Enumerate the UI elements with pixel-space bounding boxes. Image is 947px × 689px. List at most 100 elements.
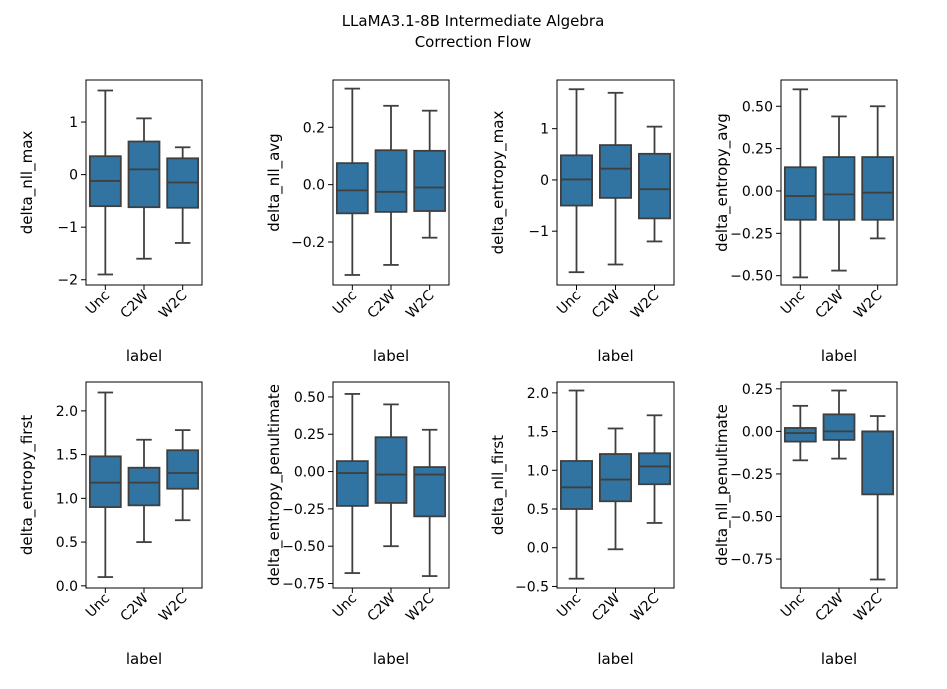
y-tick-label: −0.75 — [282, 577, 325, 593]
y-tick-label: 0.5 — [56, 535, 78, 551]
x-tick-label: Unc — [83, 591, 113, 621]
box-Unc — [783, 88, 817, 279]
figure-title-line1: LLaMA3.1-8B Intermediate Algebra — [342, 12, 605, 30]
box-iqr — [560, 154, 594, 207]
box-iqr — [127, 140, 161, 209]
y-tick-label: 0.00 — [294, 465, 325, 481]
box-W2C — [861, 415, 895, 581]
x-tick-label: C2W — [118, 590, 152, 624]
x-axis-label: label — [821, 650, 857, 668]
box-W2C — [861, 105, 895, 240]
figure-title-line2: Correction Flow — [415, 33, 532, 51]
y-axis-label: delta_entropy_avg — [713, 113, 732, 252]
y-tick-label: 0.0 — [527, 541, 549, 557]
box-iqr — [127, 466, 161, 507]
box-W2C — [166, 146, 200, 244]
box-iqr — [783, 166, 817, 221]
box-Unc — [88, 89, 122, 276]
box-iqr — [822, 156, 856, 221]
x-tick-label: W2C — [628, 590, 662, 624]
box-iqr — [599, 453, 633, 503]
box-iqr — [783, 427, 817, 443]
y-tick-label: 0.0 — [303, 178, 325, 194]
box-iqr — [638, 452, 672, 486]
box-iqr — [166, 449, 200, 490]
box-iqr — [861, 430, 895, 496]
y-tick-label: 1.0 — [56, 491, 78, 507]
box-iqr — [374, 149, 408, 213]
x-tick-label: W2C — [403, 590, 437, 624]
x-axis-label: label — [373, 650, 409, 668]
y-tick-label: 0.00 — [742, 424, 773, 440]
y-axis-label: delta_entropy_penultimate — [265, 384, 284, 586]
y-tick-label: −0.2 — [291, 235, 325, 251]
y-tick-label: −0.75 — [730, 552, 773, 568]
chart-panel-delta_entropy_penultimate: −0.75 −0.50 −0.25 0.00 0.25 0.50 Unc C2W W2C labe… — [265, 381, 450, 668]
x-tick-label: W2C — [628, 287, 662, 321]
box-W2C — [638, 414, 672, 524]
x-tick-label: Unc — [554, 591, 584, 621]
x-tick-label: W2C — [851, 287, 885, 321]
y-tick-label: −0.5 — [515, 579, 549, 595]
chart-panel-delta_entropy_avg: −0.50 −0.25 0.00 0.25 0.50 Unc C2W W2C label delt… — [713, 79, 898, 365]
box-C2W — [822, 115, 856, 272]
y-tick-label: 1 — [540, 122, 549, 138]
y-tick-label: 0 — [69, 168, 78, 184]
x-tick-label: C2W — [365, 287, 399, 321]
y-tick-label: 0.2 — [303, 120, 325, 136]
y-axis-label: delta_nll_first — [489, 435, 508, 535]
y-axis-label: delta_nll_avg — [265, 133, 284, 231]
x-axis-label: label — [126, 650, 162, 668]
box-iqr — [638, 152, 672, 220]
box-Unc — [560, 88, 594, 274]
box-C2W — [127, 438, 161, 543]
y-tick-label: 1.5 — [56, 448, 78, 464]
y-tick-label: 1.5 — [527, 425, 549, 441]
y-tick-label: 0.0 — [56, 579, 78, 595]
x-tick-label: C2W — [365, 590, 399, 624]
y-tick-label: 1.0 — [527, 463, 549, 479]
y-tick-label: 0.50 — [742, 99, 773, 115]
y-tick-label: 2.0 — [56, 404, 78, 420]
x-axis-label: label — [597, 347, 633, 365]
box-iqr — [861, 156, 895, 221]
y-tick-label: 0.25 — [742, 382, 773, 398]
box-iqr — [599, 144, 633, 199]
y-tick-label: 0.00 — [742, 184, 773, 200]
x-tick-label: Unc — [83, 288, 113, 318]
chart-panel-delta_nll_avg: −0.2 0.0 0.2 Unc C2W W2C label delta_nll_avg — [265, 79, 450, 365]
x-tick-label: Unc — [330, 288, 360, 318]
x-axis-label: label — [373, 347, 409, 365]
y-tick-label: 0.5 — [527, 502, 549, 518]
box-C2W — [599, 91, 633, 266]
y-axis-label: delta_nll_penultimate — [713, 404, 732, 566]
y-tick-label: 1 — [69, 115, 78, 131]
y-tick-label: −2 — [57, 273, 78, 289]
box-iqr — [560, 460, 594, 510]
y-tick-label: −1 — [528, 224, 549, 240]
y-tick-label: −0.50 — [730, 509, 773, 525]
x-tick-label: Unc — [554, 288, 584, 318]
chart-panel-delta_nll_penultimate: −0.75 −0.50 −0.25 0.00 0.25 Unc C2W W2C label del… — [713, 381, 898, 668]
box-C2W — [822, 389, 856, 460]
x-tick-label: Unc — [778, 288, 808, 318]
y-tick-label: 0.25 — [742, 142, 773, 158]
box-C2W — [374, 403, 408, 548]
box-Unc — [783, 404, 817, 462]
x-tick-label: C2W — [813, 287, 847, 321]
chart-panel-delta_nll_max: −2 −1 0 1 Unc C2W W2C label delta_nll_max — [18, 79, 203, 365]
x-tick-label: W2C — [156, 590, 190, 624]
x-tick-label: W2C — [156, 287, 190, 321]
x-axis-label: label — [597, 650, 633, 668]
y-axis-label: delta_entropy_first — [18, 415, 37, 555]
x-tick-label: Unc — [778, 591, 808, 621]
box-iqr — [413, 149, 447, 212]
box-Unc — [560, 389, 594, 580]
chart-panel-delta_entropy_max: −1 0 1 Unc C2W W2C label delta_entropy_max — [489, 79, 675, 365]
box-Unc — [335, 87, 369, 276]
x-tick-label: Unc — [330, 591, 360, 621]
y-axis-label: delta_entropy_max — [489, 111, 508, 255]
x-tick-label: C2W — [813, 590, 847, 624]
